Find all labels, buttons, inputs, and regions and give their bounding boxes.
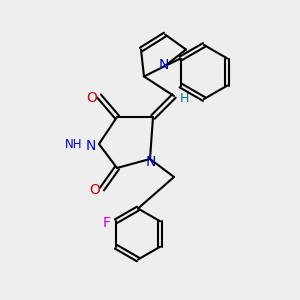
Text: N: N (158, 58, 169, 72)
Text: H: H (180, 92, 189, 106)
Text: NH: NH (65, 138, 82, 152)
Text: O: O (86, 91, 97, 104)
Text: F: F (103, 216, 111, 230)
Text: O: O (89, 184, 100, 197)
Text: N: N (146, 155, 156, 169)
Text: N: N (85, 139, 96, 152)
